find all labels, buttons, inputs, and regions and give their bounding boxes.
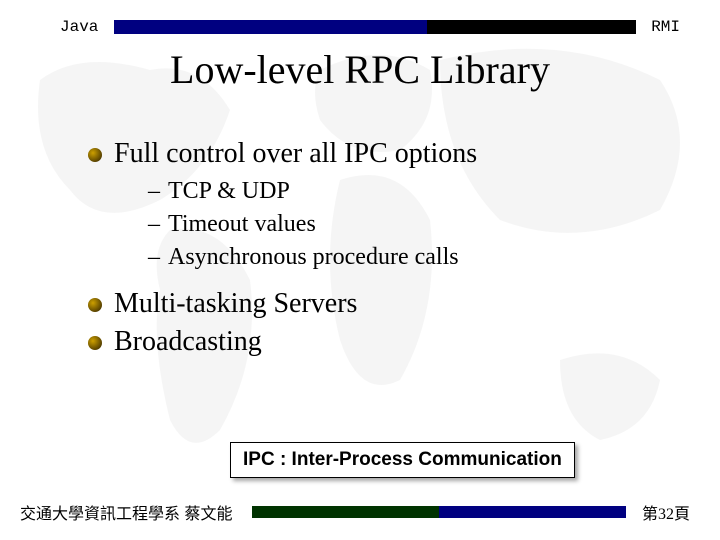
sub-list-item-text: TCP & UDP <box>168 176 290 207</box>
slide-title: Low-level RPC Library <box>0 46 720 93</box>
dash-icon: – <box>148 242 160 273</box>
list-item-text: Broadcasting <box>114 326 262 358</box>
footer-left-label: 交通大學資訊工程學系 蔡文能 <box>20 500 232 524</box>
list-item-text: Full control over all IPC options <box>114 138 477 170</box>
bullet-icon <box>88 148 102 162</box>
list-item: Broadcasting <box>88 326 670 358</box>
header-left-label: Java <box>60 18 100 36</box>
list-item: Full control over all IPC options <box>88 138 670 170</box>
callout-box: IPC : Inter-Process Communication <box>230 442 575 478</box>
sub-list-item: – Timeout values <box>148 209 670 240</box>
footer-page-number: 第32頁 <box>642 500 690 524</box>
dash-icon: – <box>148 176 160 207</box>
footer: 交通大學資訊工程學系 蔡文能 第32頁 <box>20 500 690 524</box>
bullet-icon <box>88 298 102 312</box>
sub-list: – TCP & UDP – Timeout values – Asynchron… <box>148 176 670 274</box>
sub-list-item: – Asynchronous procedure calls <box>148 242 670 273</box>
bullet-icon <box>88 336 102 350</box>
footer-divider-bar <box>252 506 626 518</box>
body-content: Full control over all IPC options – TCP … <box>88 138 670 364</box>
sub-list-item: – TCP & UDP <box>148 176 670 207</box>
list-item: Multi-tasking Servers <box>88 288 670 320</box>
header: Java RMI <box>60 18 680 36</box>
sub-list-item-text: Timeout values <box>168 209 316 240</box>
list-item-text: Multi-tasking Servers <box>114 288 357 320</box>
header-divider-bar <box>114 20 636 34</box>
dash-icon: – <box>148 209 160 240</box>
header-right-label: RMI <box>650 18 680 36</box>
sub-list-item-text: Asynchronous procedure calls <box>168 242 459 273</box>
